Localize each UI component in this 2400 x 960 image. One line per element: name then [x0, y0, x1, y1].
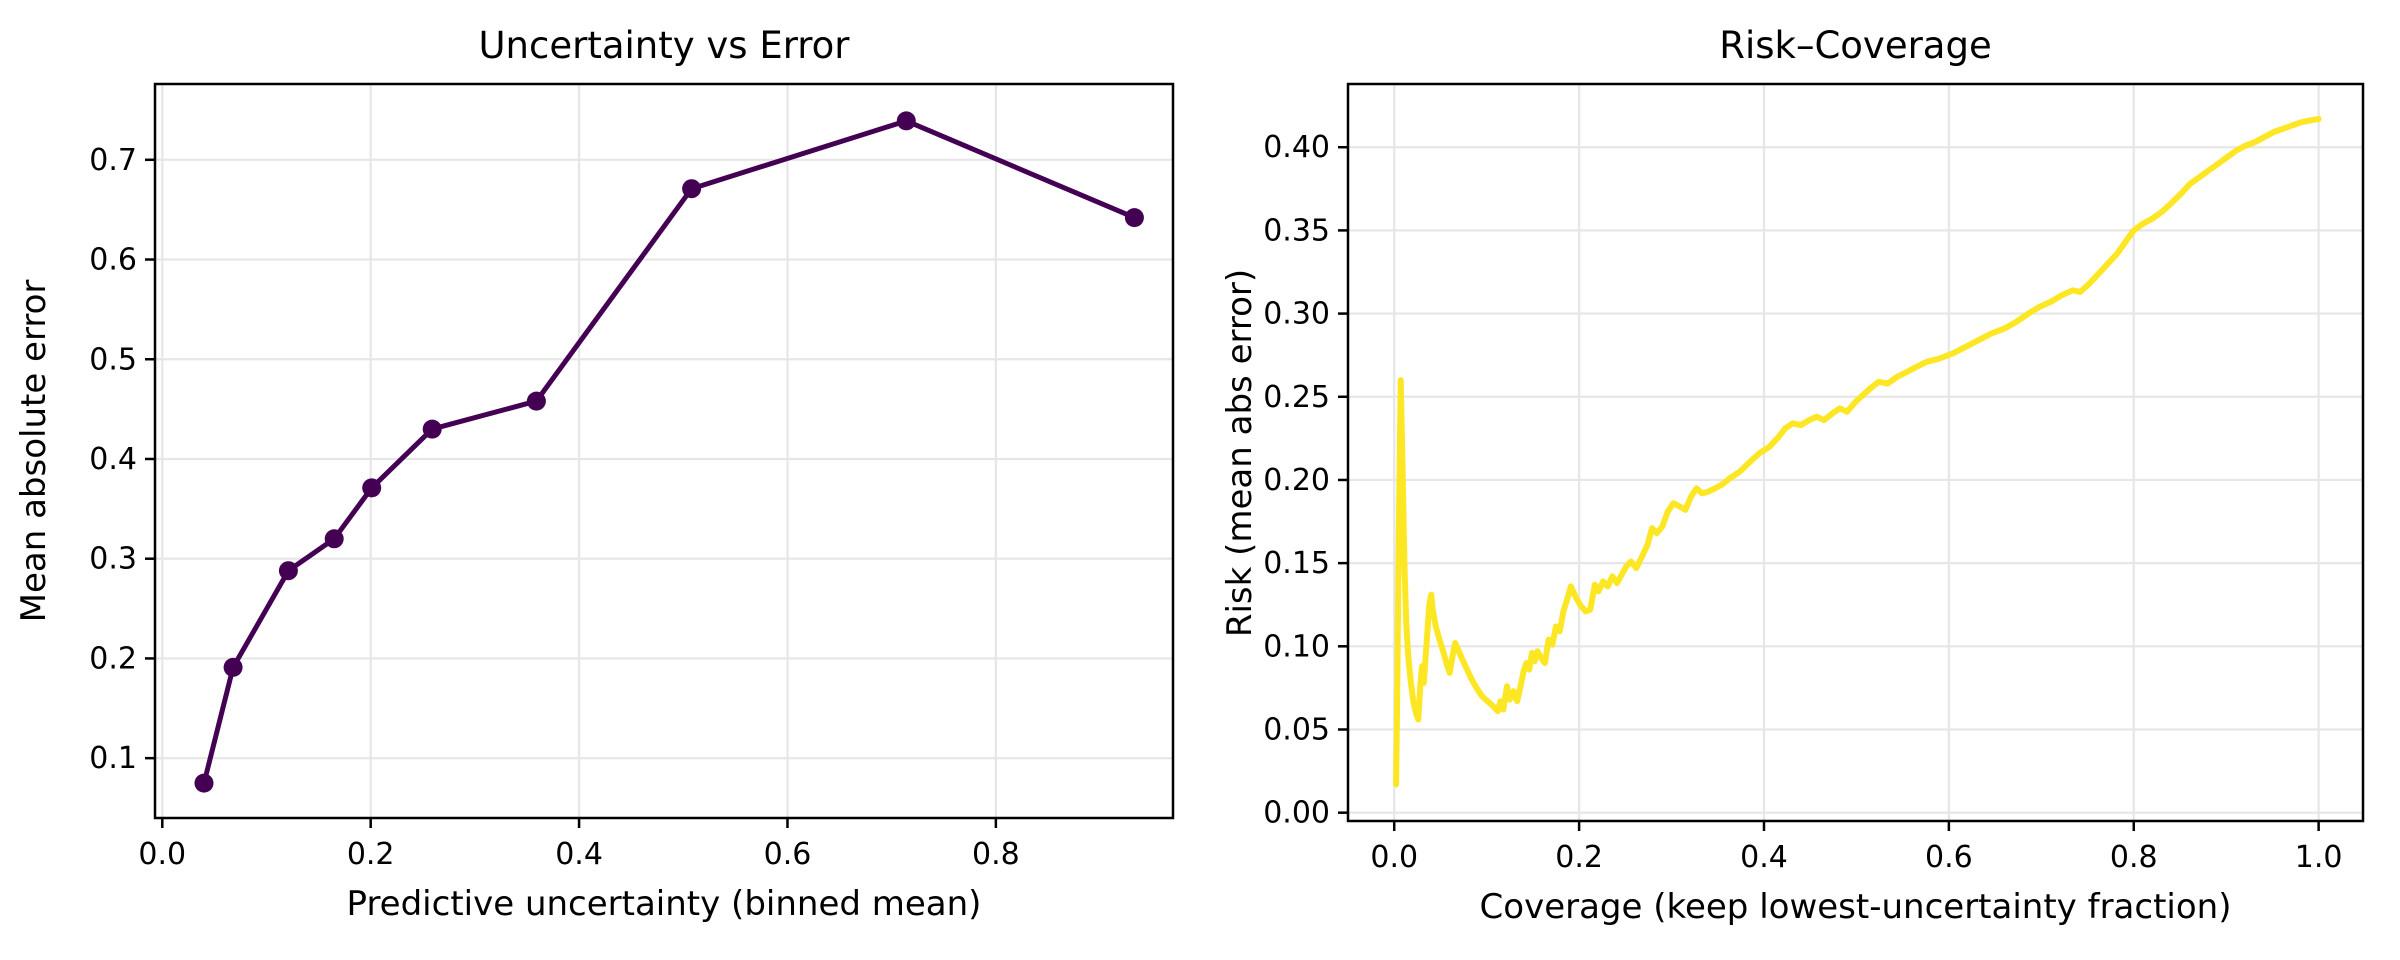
data-point-marker: [278, 561, 298, 581]
x-tick-label: 1.0: [2295, 840, 2343, 875]
data-point-marker: [526, 391, 546, 411]
y-tick-label: 0.2: [89, 641, 137, 676]
left-x-axis-label: Predictive uncertainty (binned mean): [346, 884, 982, 924]
left-chart-title: Uncertainty vs Error: [478, 24, 850, 67]
y-tick-label: 0.10: [1263, 629, 1330, 664]
x-tick-label: 0.0: [1370, 840, 1418, 875]
data-point-marker: [324, 529, 344, 549]
y-tick-label: 0.05: [1263, 712, 1330, 747]
x-tick-label: 0.4: [1740, 840, 1788, 875]
y-tick-label: 0.15: [1263, 546, 1330, 581]
data-point-marker: [682, 179, 702, 199]
data-point-marker: [194, 773, 214, 793]
y-tick-label: 0.30: [1263, 297, 1330, 332]
risk-coverage-chart: 0.0 0.2 0.4 0.6 0.8 1.0 0.00 0.05 0.10 0.15 0.20 0.…: [1263, 82, 2365, 875]
y-tick-label: 0.20: [1263, 463, 1330, 498]
risk-coverage-grid: [1348, 84, 2363, 821]
x-tick-label: 0.6: [1925, 840, 1973, 875]
y-tick-label: 0.40: [1263, 130, 1330, 165]
data-point-marker: [223, 657, 243, 677]
right-y-axis-label: Risk (mean abs error): [1220, 268, 1260, 637]
left-y-axis-label: Mean absolute error: [14, 279, 54, 623]
x-tick-label: 0.0: [138, 837, 186, 872]
uncertainty-vs-error-series-line: [201, 118, 1137, 786]
data-point-marker: [422, 419, 442, 439]
right-chart-title: Risk–Coverage: [1719, 24, 1992, 67]
uncertainty-vs-error-grid: [155, 84, 1173, 818]
risk-coverage-ticks: 0.0 0.2 0.4 0.6 0.8 1.0 0.00 0.05 0.10 0.15 0.20 0.…: [1263, 130, 2342, 875]
x-tick-label: 0.6: [764, 837, 812, 872]
data-point-marker: [1124, 208, 1144, 228]
x-tick-label: 0.2: [347, 837, 395, 872]
data-point-marker: [362, 478, 382, 498]
y-tick-label: 0.3: [89, 542, 137, 577]
y-tick-label: 0.4: [89, 442, 137, 477]
uncertainty-vs-error-axes-box: [153, 82, 1175, 820]
uncertainty-vs-error-chart: 0.0 0.2 0.4 0.6 0.8 0.1 0.2 0.3 0.4 0.5 0.6 0.7: [89, 82, 1175, 872]
x-tick-label: 0.8: [2110, 840, 2158, 875]
risk-coverage-series-line: [1393, 115, 2322, 788]
y-tick-label: 0.35: [1263, 213, 1330, 248]
risk-coverage-axes-box: [1346, 82, 2365, 823]
y-tick-label: 0.25: [1263, 380, 1330, 415]
y-tick-label: 0.7: [89, 143, 137, 178]
uncertainty-vs-error-markers: [194, 111, 1144, 793]
right-x-axis-label: Coverage (keep lowest-uncertainty fracti…: [1479, 887, 2232, 927]
y-tick-label: 0.5: [89, 342, 137, 377]
y-tick-label: 0.1: [89, 741, 137, 776]
x-tick-label: 0.4: [555, 837, 603, 872]
data-point-marker: [896, 111, 916, 131]
x-tick-label: 0.8: [972, 837, 1020, 872]
y-tick-label: 0.6: [89, 243, 137, 278]
x-tick-label: 0.2: [1555, 840, 1603, 875]
uncertainty-vs-error-ticks: 0.0 0.2 0.4 0.6 0.8 0.1 0.2 0.3 0.4 0.5 0.6 0.7: [89, 143, 1019, 872]
y-tick-label: 0.00: [1263, 796, 1330, 831]
